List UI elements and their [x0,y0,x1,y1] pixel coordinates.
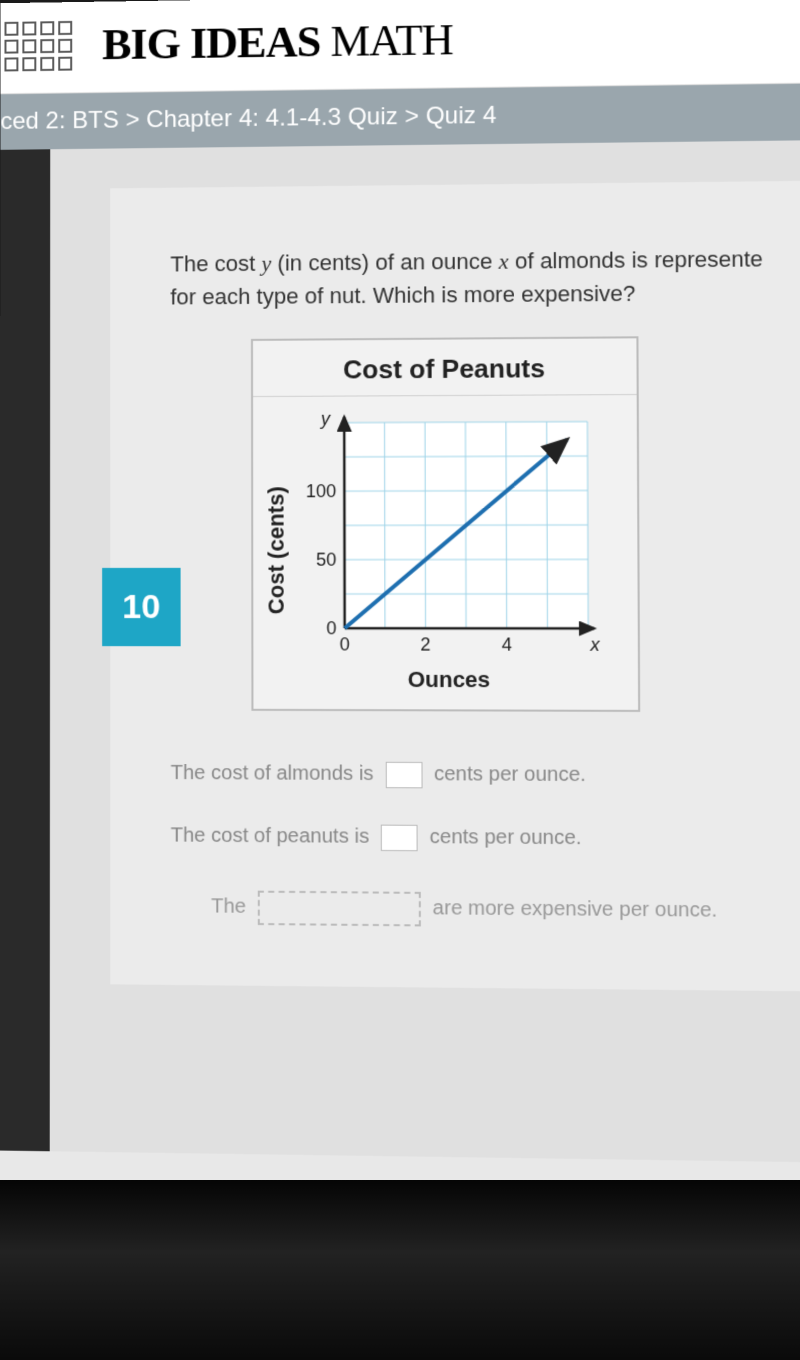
svg-text:y: y [319,409,331,429]
question-text: The cost y (in cents) of an ounce x of a… [170,242,793,314]
brand-title: BIG IDEAS MATH [102,14,453,70]
header: BIG IDEAS MATH [0,0,800,94]
chart-xlabel: Ounces [408,667,491,694]
brand-bold: BIG IDEAS [102,17,320,69]
almonds-cost-input[interactable] [385,762,422,789]
svg-text:50: 50 [316,550,336,570]
svg-text:x: x [589,634,600,654]
breadcrumb[interactable]: ced 2: BTS > Chapter 4: 4.1-4.3 Quiz > Q… [0,84,800,150]
svg-text:2: 2 [420,634,430,654]
question-number-badge: 10 [102,568,181,646]
svg-text:0: 0 [326,618,336,638]
more-expensive-dropdown[interactable] [258,891,421,927]
almonds-answer-line: The cost of almonds is cents per ounce. [171,761,797,790]
svg-text:4: 4 [502,634,512,654]
final-answer-line: The are more expensive per ounce. [211,890,797,929]
chart-title: Cost of Peanuts [253,338,637,397]
peanuts-cost-input[interactable] [381,825,418,852]
question-panel: The cost y (in cents) of an ounce x of a… [110,181,800,992]
desk-surface [0,1180,800,1360]
left-sidebar-strip [0,149,50,1151]
app-screen: BIG IDEAS MATH ced 2: BTS > Chapter 4: 4… [0,0,800,1216]
peanuts-answer-line: The cost of peanuts is cents per ounce. [171,823,797,853]
chart-ylabel: Cost (cents) [263,487,290,615]
chart-plot: 0 50 100 0 2 4 y x [296,407,603,661]
logo-grid-icon [0,20,72,71]
chart-container: Cost of Peanuts Cost (cents) 0 50 100 0 2 4 y x… [251,336,640,712]
content-area: The cost y (in cents) of an ounce x of a… [0,140,800,1162]
svg-text:0: 0 [340,634,350,654]
svg-text:100: 100 [306,481,337,501]
brand-light: MATH [320,15,453,66]
